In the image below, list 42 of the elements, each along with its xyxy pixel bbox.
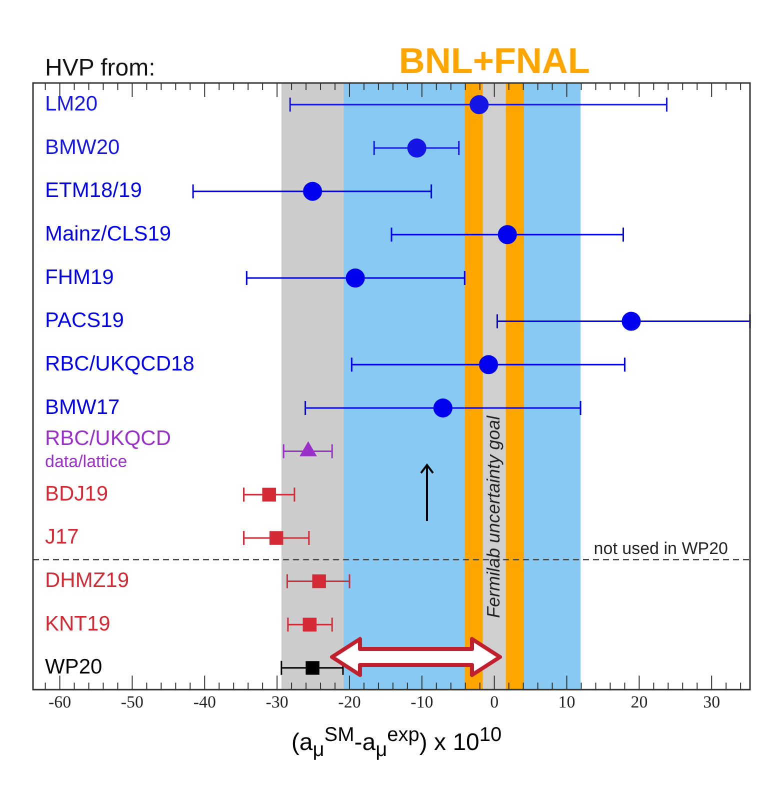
point — [470, 95, 489, 114]
x-tick-label: 20 — [630, 692, 648, 712]
x-tick-label: -20 — [338, 692, 361, 712]
point — [622, 312, 641, 331]
y-tick-label: RBC/UKQCD18 — [45, 352, 194, 376]
y-tick-label: BDJ19 — [45, 482, 108, 506]
point — [498, 225, 517, 244]
point — [407, 138, 426, 158]
band-label: BNL+FNAL — [398, 40, 590, 81]
x-tick-label: -40 — [193, 692, 216, 712]
y-tick-label: Mainz/CLS19 — [45, 222, 172, 246]
x-tick-label: -60 — [48, 692, 72, 712]
x-tick-label: 0 — [490, 692, 499, 712]
y-tick-label: LM20 — [45, 92, 98, 116]
y-tick-label: RBC/UKQCD data/lattice — [45, 427, 172, 471]
ref-line-label: not used in WP20 — [594, 538, 728, 558]
y-tick-label: ETM18/19 — [45, 179, 142, 202]
point — [262, 488, 276, 502]
x-tick-label: 10 — [558, 692, 576, 712]
chart-title: HVP from: — [45, 54, 156, 82]
y-tick-label: PACS19 — [45, 309, 124, 332]
band-label: Fermilab uncertainty goal — [483, 414, 504, 618]
y-tick-label: WP20 — [45, 656, 102, 679]
y-tick-label: BMW17 — [45, 396, 120, 419]
point — [303, 182, 322, 201]
point — [306, 661, 320, 675]
point — [433, 398, 452, 418]
y-tick-label: KNT19 — [45, 612, 110, 636]
x-tick-label: 30 — [703, 692, 720, 712]
point — [269, 531, 284, 545]
x-tick-label: -10 — [410, 692, 434, 712]
point — [479, 355, 498, 374]
y-tick-label: DHMZ19 — [45, 569, 130, 592]
x-tick-label: -50 — [120, 692, 144, 712]
x-tick-label: -30 — [266, 692, 288, 712]
point — [302, 618, 317, 632]
y-tick-label: J17 — [45, 526, 79, 549]
x-axis-title: (a$_{μ}$$^{SM}$-a$_{μ}$$^{exp}$) x 10$^{10}$ — [290, 723, 503, 763]
point — [346, 268, 365, 288]
y-tick-label: FHM19 — [45, 266, 114, 289]
point — [312, 574, 326, 588]
y-tick-label: BMW20 — [45, 136, 120, 159]
